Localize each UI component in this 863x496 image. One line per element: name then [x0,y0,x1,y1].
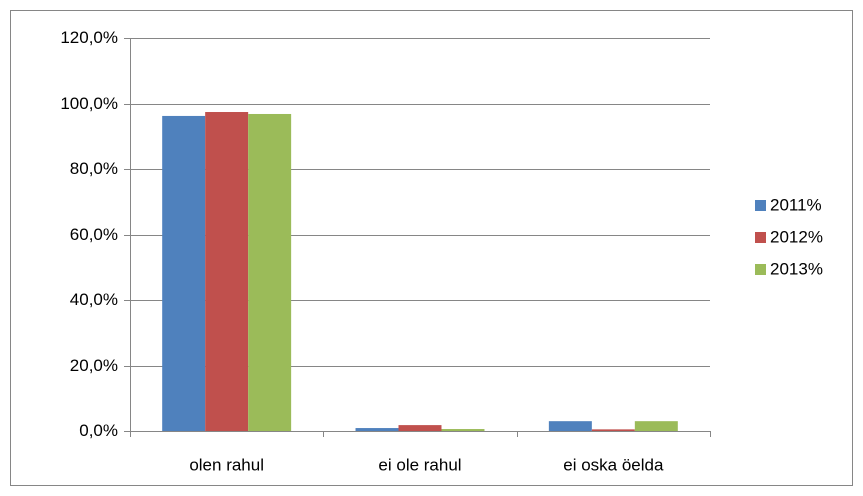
legend-label: 2011% [770,195,822,214]
y-tick-label: 120,0% [60,28,118,47]
chart-border [10,10,853,486]
x-tick-label: olen rahul [189,455,264,474]
legend-label: 2012% [770,227,823,246]
y-tick-label: 80,0% [70,159,118,178]
legend-swatch [755,200,766,211]
legend-label: 2013% [770,259,823,278]
bar [548,421,592,431]
bar [162,115,206,431]
y-tick-label: 40,0% [70,290,118,309]
y-tick-label: 60,0% [70,225,118,244]
x-tick-label: ei oska öelda [563,455,664,474]
bar [355,428,399,431]
y-tick-label: 100,0% [60,94,118,113]
y-tick-label: 20,0% [70,356,118,375]
legend-swatch [755,232,766,243]
bar [441,429,485,431]
legend-swatch [755,264,766,275]
y-tick-label: 0,0% [79,421,118,440]
bar [591,429,635,431]
x-tick-label: ei ole rahul [378,455,461,474]
bar [398,425,442,431]
bar [634,421,678,431]
bar [248,113,292,431]
bar [205,112,249,431]
